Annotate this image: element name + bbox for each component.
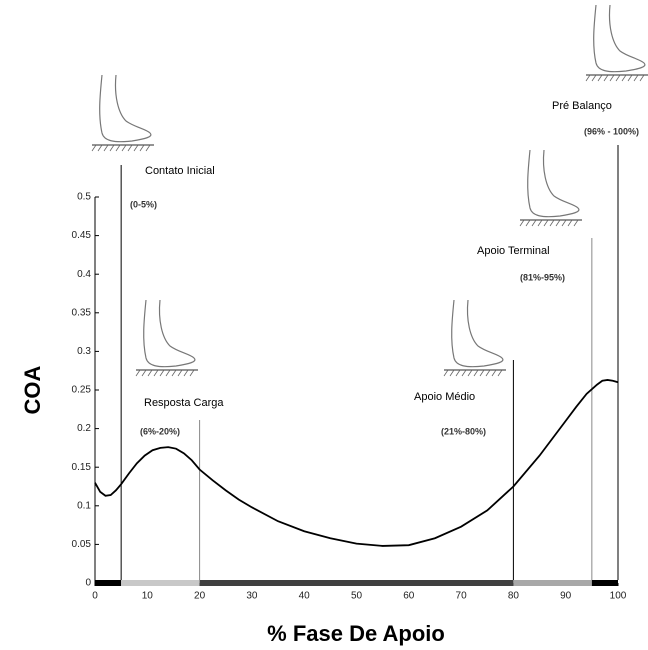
y-tick-label: 0.15: [72, 462, 92, 473]
phase-name: Apoio Médio: [414, 391, 475, 403]
y-tick-label: 0.2: [77, 423, 91, 434]
x-tick-label: 0: [92, 591, 98, 602]
y-tick-label: 0: [85, 578, 91, 589]
y-tick-label: 0.3: [77, 346, 91, 357]
y-tick-label: 0.4: [77, 269, 91, 280]
phase-range: (0-5%): [130, 199, 157, 209]
phase-bar: [199, 580, 514, 586]
phase-bar: [121, 580, 200, 586]
phase-range: (96% - 100%): [584, 126, 639, 136]
x-tick-label: 70: [456, 591, 468, 602]
y-tick-label: 0.35: [72, 307, 92, 318]
foot-icon: [585, 4, 648, 82]
phase-range: (81%-95%): [520, 272, 565, 282]
x-tick-label: 90: [560, 591, 572, 602]
x-axis-label: % Fase De Apoio: [267, 621, 445, 646]
x-tick-label: 20: [194, 591, 206, 602]
phase-bar: [513, 580, 592, 586]
x-tick-label: 40: [299, 591, 311, 602]
phase-name: Resposta Carga: [144, 397, 224, 409]
phase-range: (6%-20%): [140, 426, 180, 436]
y-axis-label: COA: [20, 365, 45, 414]
x-tick-label: 50: [351, 591, 363, 602]
phase-bar: [95, 580, 122, 586]
foot-icon: [519, 149, 583, 227]
phase-name: Pré Balanço: [552, 100, 612, 112]
phase-range: (21%-80%): [441, 426, 486, 436]
y-tick-label: 0.5: [77, 192, 91, 203]
y-tick-label: 0.1: [77, 500, 91, 511]
y-tick-label: 0.45: [72, 230, 92, 241]
foot-icon: [91, 74, 155, 152]
phase-name: Apoio Terminal: [477, 245, 550, 257]
x-tick-label: 10: [142, 591, 154, 602]
x-tick-label: 60: [403, 591, 415, 602]
foot-icon: [135, 299, 199, 377]
y-tick-label: 0.05: [72, 539, 92, 550]
x-tick-label: 100: [610, 591, 627, 602]
phase-bar: [591, 580, 618, 586]
foot-icon: [443, 299, 507, 377]
y-tick-label: 0.25: [72, 385, 92, 396]
phase-name: Contato Inicial: [145, 165, 215, 177]
x-tick-label: 30: [246, 591, 258, 602]
x-tick-label: 80: [508, 591, 520, 602]
data-line: [94, 379, 619, 547]
